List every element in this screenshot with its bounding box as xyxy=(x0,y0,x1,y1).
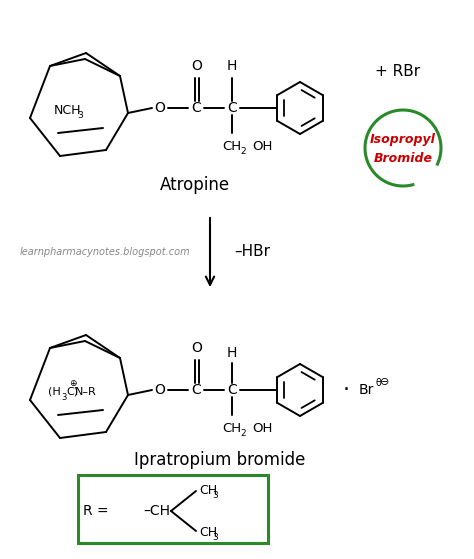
Text: 2: 2 xyxy=(240,429,246,438)
Text: O: O xyxy=(191,59,202,73)
Text: C: C xyxy=(227,101,237,115)
Text: NCH: NCH xyxy=(54,103,82,116)
Text: Ipratropium bromide: Ipratropium bromide xyxy=(134,451,306,469)
Text: C: C xyxy=(191,101,201,115)
Text: –HBr: –HBr xyxy=(234,244,270,259)
Text: 3: 3 xyxy=(212,490,218,500)
Text: 2: 2 xyxy=(240,148,246,157)
Text: R =: R = xyxy=(83,504,109,518)
Text: ⊕: ⊕ xyxy=(69,378,76,387)
Text: N–R: N–R xyxy=(75,387,97,397)
Text: 3: 3 xyxy=(61,392,66,401)
Text: CH: CH xyxy=(222,140,242,154)
Text: 3: 3 xyxy=(212,533,218,542)
Text: OH: OH xyxy=(252,140,273,154)
Text: CH: CH xyxy=(222,421,242,434)
Text: –CH: –CH xyxy=(143,504,170,518)
Text: C: C xyxy=(191,383,201,397)
Text: Bromide: Bromide xyxy=(374,151,432,164)
Text: O: O xyxy=(155,101,165,115)
Text: + RBr: + RBr xyxy=(375,64,420,79)
Text: CH: CH xyxy=(199,525,217,538)
Text: 3: 3 xyxy=(77,111,83,120)
Text: O: O xyxy=(191,341,202,355)
Text: learnpharmacynotes.blogspot.com: learnpharmacynotes.blogspot.com xyxy=(20,247,191,257)
Text: (H: (H xyxy=(48,387,61,397)
Text: O: O xyxy=(155,383,165,397)
Text: H: H xyxy=(227,59,237,73)
Text: ⊖: ⊖ xyxy=(380,377,389,387)
Text: ·: · xyxy=(343,380,349,400)
Text: C: C xyxy=(227,383,237,397)
Bar xyxy=(78,475,268,543)
Text: θ: θ xyxy=(375,378,381,388)
Text: C): C) xyxy=(66,387,78,397)
Text: Atropine: Atropine xyxy=(160,176,230,194)
Text: Isopropyl: Isopropyl xyxy=(370,134,436,146)
Text: CH: CH xyxy=(199,484,217,496)
Text: OH: OH xyxy=(252,421,273,434)
Text: Br: Br xyxy=(358,383,374,397)
Text: H: H xyxy=(227,346,237,360)
